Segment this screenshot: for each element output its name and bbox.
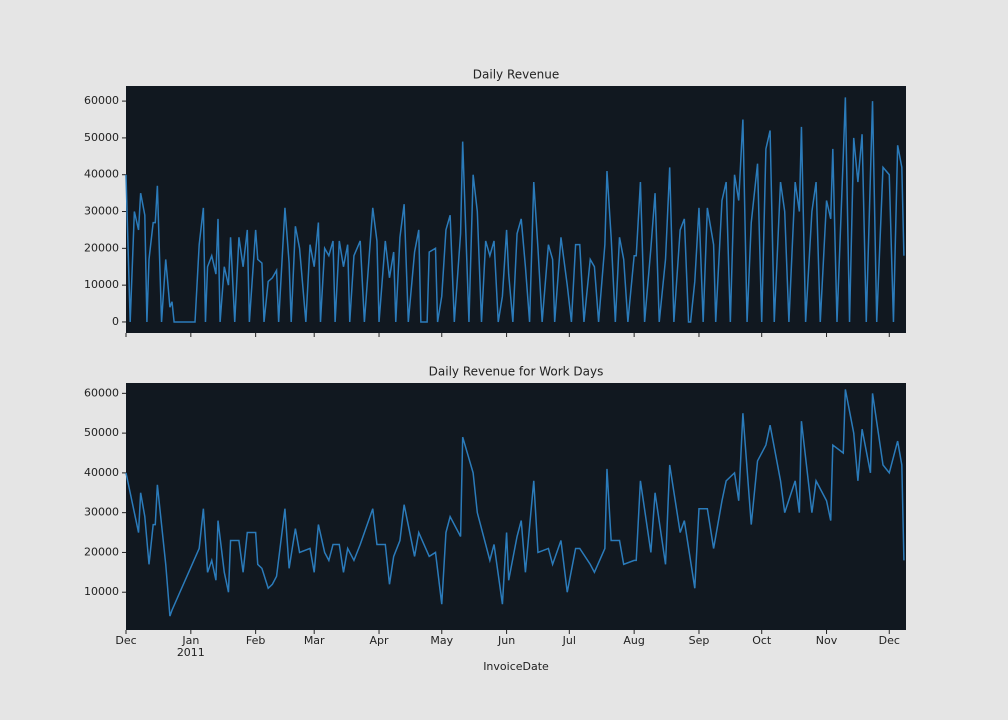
x-tick-label: Jan 2011	[177, 634, 205, 659]
y-tick-label: 20000	[84, 545, 119, 558]
y-tick-label: 60000	[84, 386, 119, 399]
x-axis-label: InvoiceDate	[483, 660, 549, 673]
plot-area	[126, 86, 906, 333]
x-tick-label: Aug	[623, 634, 644, 647]
y-tick-label: 40000	[84, 168, 119, 181]
plot-area	[126, 383, 906, 630]
x-tick-label: May	[430, 634, 453, 647]
x-tick-label: Dec	[879, 634, 900, 647]
x-tick-label: Oct	[752, 634, 772, 647]
y-tick-label: 40000	[84, 466, 119, 479]
x-tick-label: Jun	[497, 634, 515, 647]
x-tick-label: Feb	[246, 634, 265, 647]
data-line	[125, 97, 905, 323]
x-tick-label: Jul	[562, 634, 576, 647]
x-tick-label: Apr	[370, 634, 390, 647]
y-tick-label: 20000	[84, 241, 119, 254]
y-tick-label: 50000	[84, 131, 119, 144]
x-tick-label: Dec	[115, 634, 136, 647]
y-tick-label: 10000	[84, 278, 119, 291]
y-tick-label: 10000	[84, 585, 119, 598]
y-tick-label: 30000	[84, 205, 119, 218]
chart-title: Daily Revenue	[473, 68, 559, 82]
chart-title: Daily Revenue for Work Days	[429, 365, 604, 379]
x-tick-label: Mar	[304, 634, 325, 647]
y-tick-label: 60000	[84, 94, 119, 107]
x-tick-label: Nov	[816, 634, 838, 647]
y-tick-label: 30000	[84, 506, 119, 519]
data-line	[125, 389, 905, 617]
y-tick-label: 50000	[84, 426, 119, 439]
x-tick-label: Sep	[689, 634, 710, 647]
y-tick-label: 0	[112, 315, 119, 328]
